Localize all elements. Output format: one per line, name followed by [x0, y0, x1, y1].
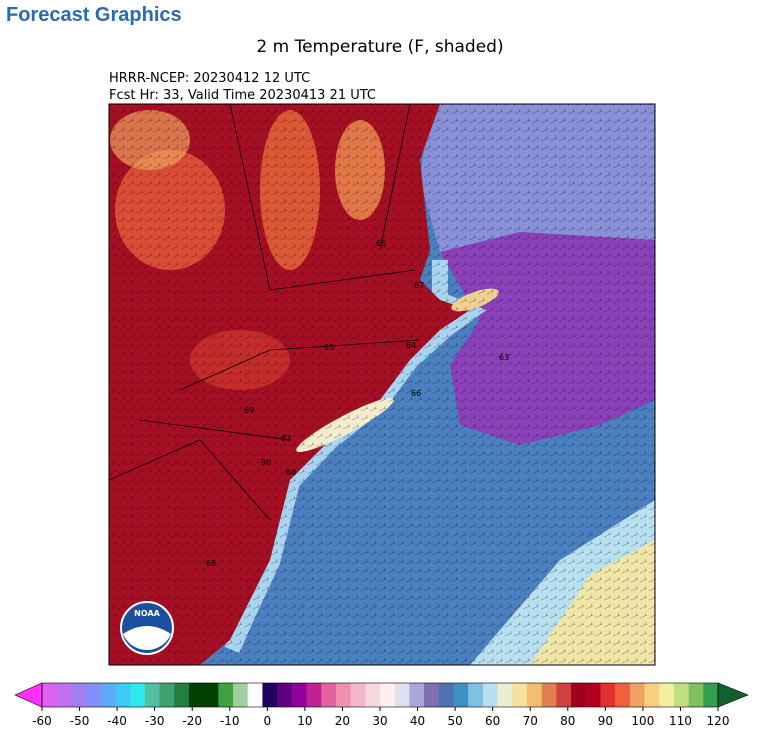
colorbar-segment	[56, 683, 72, 707]
colorbar-segment	[350, 683, 366, 707]
map-frame	[108, 103, 656, 666]
colorbar-segment	[291, 683, 308, 707]
colorbar-segment	[277, 683, 293, 707]
colorbar-segment	[335, 683, 352, 707]
colorbar-segment	[71, 683, 87, 707]
colorbar-tick-label: 10	[297, 714, 312, 728]
colorbar-segment	[86, 683, 102, 707]
colorbar-segment	[42, 683, 58, 707]
station-label: 69	[244, 406, 254, 415]
colorbar-segment	[380, 683, 396, 707]
colorbar-segment	[673, 683, 690, 707]
colorbar-tick-label: 110	[669, 714, 692, 728]
colorbar-segment	[497, 683, 513, 707]
colorbar-segment	[482, 683, 499, 707]
station-label: 65	[324, 343, 334, 352]
colorbar-segment	[703, 683, 719, 707]
colorbar-tick-label: 30	[372, 714, 387, 728]
colorbar-tick-label: -60	[32, 714, 52, 728]
colorbar-segment	[585, 683, 601, 707]
colorbar-segment	[629, 683, 646, 707]
plot-title: 2 m Temperature (F, shaded)	[256, 37, 503, 57]
colorbar-segment	[424, 683, 440, 707]
colorbar-segment	[571, 683, 587, 707]
colorbar-segment	[615, 683, 631, 707]
station-label: 90	[261, 458, 271, 467]
colorbar-tick-label: 60	[485, 714, 500, 728]
colorbar-segment	[556, 683, 572, 707]
valid-line: Fcst Hr: 33, Valid Time 20230413 21 UTC	[109, 88, 376, 103]
colorbar-segment	[453, 683, 469, 707]
colorbar-segment	[159, 683, 175, 707]
colorbar-segment	[262, 683, 278, 707]
station-label: 63	[499, 353, 509, 362]
station-label: 64	[406, 341, 416, 350]
station-label: 88	[286, 468, 296, 477]
colorbar-segment	[468, 683, 484, 707]
colorbar-segment	[233, 683, 249, 707]
station-label: 67	[414, 281, 424, 290]
colorbar-segment	[365, 683, 381, 707]
map: 65 67 65 64 63 66 69 83 90 88 68 NOAA	[109, 104, 655, 665]
colorbar-tick-label: -50	[70, 714, 90, 728]
colorbar-segment	[688, 683, 704, 707]
colorbar-tick-label: -40	[107, 714, 127, 728]
colorbar-tick-label: 120	[707, 714, 730, 728]
colorbar-segment	[144, 683, 161, 707]
colorbar-segment	[409, 683, 425, 707]
colorbar: -60 -50 -40 -30 -20 -10 0 10 20 30 40 50 60 70 80 90 100…	[14, 682, 749, 728]
noaa-logo-wave	[123, 626, 171, 651]
colorbar-tick-label: 70	[523, 714, 538, 728]
colorbar-segment	[541, 683, 557, 707]
colorbar-tick-label: 100	[631, 714, 654, 728]
model-line: HRRR-NCEP: 20230412 12 UTC	[109, 71, 310, 86]
wind-barbs	[109, 104, 655, 665]
colorbar-tick-label: 0	[264, 714, 272, 728]
colorbar-segment	[600, 683, 616, 707]
colorbar-tick-label: 90	[598, 714, 613, 728]
page-header: Forecast Graphics	[6, 4, 182, 26]
colorbar-extend-max	[717, 682, 749, 708]
colorbar-segment	[247, 683, 263, 707]
colorbar-segment	[512, 683, 528, 707]
colorbar-segment	[174, 683, 190, 707]
colorbar-tick-label: -20	[182, 714, 202, 728]
colorbar-tick-label: -10	[220, 714, 240, 728]
colorbar-segment	[526, 683, 543, 707]
colorbar-segment	[115, 683, 131, 707]
colorbar-tick-label: 40	[410, 714, 425, 728]
colorbar-segment	[394, 683, 410, 707]
noaa-logo-text: NOAA	[134, 609, 160, 618]
colorbar-extend-min	[14, 682, 43, 708]
colorbar-segment	[130, 683, 146, 707]
colorbar-segment	[321, 683, 337, 707]
colorbar-tick-label: 50	[447, 714, 462, 728]
colorbar-segment	[306, 683, 322, 707]
colorbar-segment	[644, 683, 660, 707]
station-label: 65	[376, 239, 386, 248]
colorbar-segment	[100, 683, 116, 707]
colorbar-segment	[438, 683, 454, 707]
station-label: 83	[281, 434, 291, 443]
colorbar-segment	[218, 683, 234, 707]
colorbar-tick-label: 80	[560, 714, 575, 728]
colorbar-segment	[188, 683, 205, 707]
station-label: 66	[411, 389, 421, 398]
station-label: 68	[206, 559, 216, 568]
colorbar-tick-label: -30	[145, 714, 165, 728]
colorbar-tick-label: 20	[335, 714, 350, 728]
colorbar-segment	[203, 683, 219, 707]
colorbar-segment	[659, 683, 675, 707]
